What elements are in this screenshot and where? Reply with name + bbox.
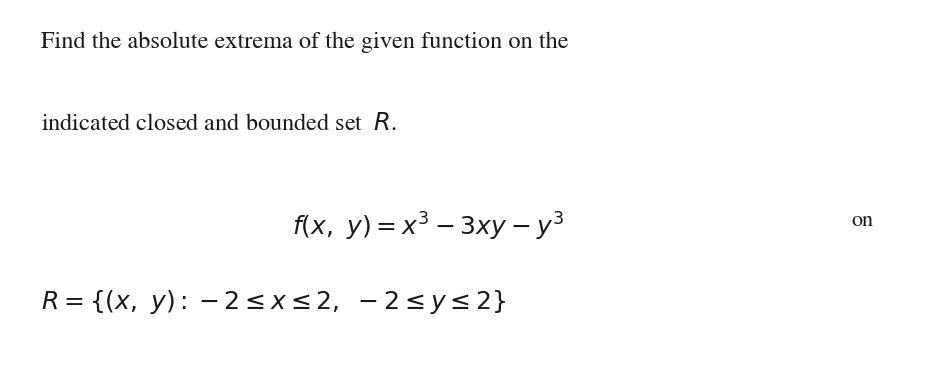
Text: Find the absolute extrema of the given function on the: Find the absolute extrema of the given f… [41,32,567,53]
Text: $f(x,\ y) = x^3 - 3xy - y^3$: $f(x,\ y) = x^3 - 3xy - y^3$ [292,211,564,243]
Text: indicated closed and bounded set  $\mathit{R}$.: indicated closed and bounded set $\mathi… [41,113,397,135]
Text: $R = \{(x,\ y): -2 \leq x \leq 2,\ -2 \leq y \leq 2\}$: $R = \{(x,\ y): -2 \leq x \leq 2,\ -2 \l… [41,288,505,317]
Text: on: on [851,211,872,231]
